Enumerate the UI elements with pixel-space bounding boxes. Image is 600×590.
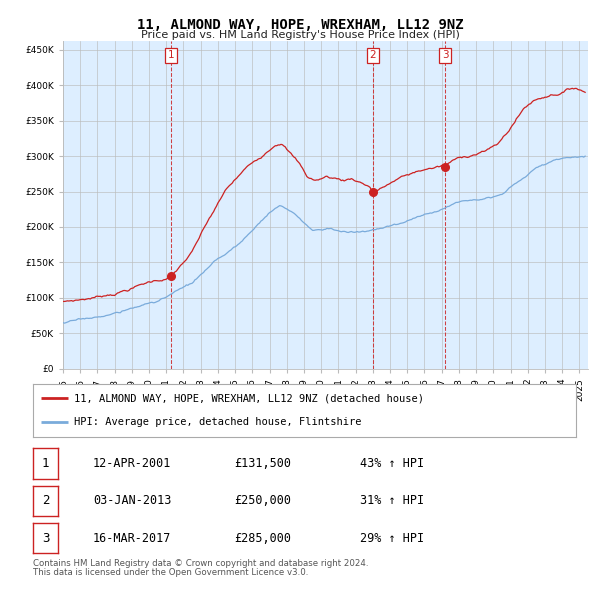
Text: 2: 2 xyxy=(370,51,376,61)
Text: 31% ↑ HPI: 31% ↑ HPI xyxy=(360,494,424,507)
Text: Price paid vs. HM Land Registry's House Price Index (HPI): Price paid vs. HM Land Registry's House … xyxy=(140,30,460,40)
Text: £285,000: £285,000 xyxy=(234,532,291,545)
Text: 11, ALMOND WAY, HOPE, WREXHAM, LL12 9NZ (detached house): 11, ALMOND WAY, HOPE, WREXHAM, LL12 9NZ … xyxy=(74,394,424,404)
Text: 03-JAN-2013: 03-JAN-2013 xyxy=(93,494,172,507)
Text: 2: 2 xyxy=(42,494,49,507)
Text: £131,500: £131,500 xyxy=(234,457,291,470)
Text: Contains HM Land Registry data © Crown copyright and database right 2024.: Contains HM Land Registry data © Crown c… xyxy=(33,559,368,568)
Text: £250,000: £250,000 xyxy=(234,494,291,507)
Text: This data is licensed under the Open Government Licence v3.0.: This data is licensed under the Open Gov… xyxy=(33,568,308,576)
Text: 29% ↑ HPI: 29% ↑ HPI xyxy=(360,532,424,545)
Text: 16-MAR-2017: 16-MAR-2017 xyxy=(93,532,172,545)
Text: 12-APR-2001: 12-APR-2001 xyxy=(93,457,172,470)
Text: 43% ↑ HPI: 43% ↑ HPI xyxy=(360,457,424,470)
Text: 11, ALMOND WAY, HOPE, WREXHAM, LL12 9NZ: 11, ALMOND WAY, HOPE, WREXHAM, LL12 9NZ xyxy=(137,18,463,32)
Text: 3: 3 xyxy=(442,51,449,61)
Text: 1: 1 xyxy=(168,51,175,61)
Text: 1: 1 xyxy=(42,457,49,470)
Text: 3: 3 xyxy=(42,532,49,545)
Text: HPI: Average price, detached house, Flintshire: HPI: Average price, detached house, Flin… xyxy=(74,417,361,427)
